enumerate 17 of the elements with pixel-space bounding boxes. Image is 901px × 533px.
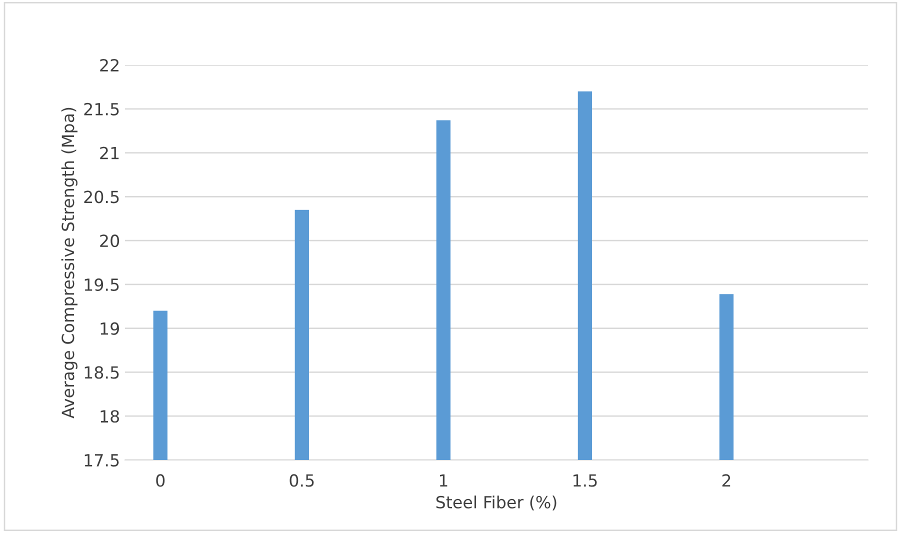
y-tick-label: 17.5 bbox=[84, 454, 119, 467]
y-axis-title: Average Compressive Strength (Mpa) bbox=[61, 108, 78, 418]
x-tick-label: 2 bbox=[722, 474, 730, 487]
y-tick-label: 18.5 bbox=[84, 366, 119, 379]
y-tick-label: 18 bbox=[100, 410, 119, 423]
y-tick-label: 19 bbox=[100, 322, 119, 335]
y-tick-label: 20 bbox=[100, 234, 120, 248]
x-tick-label: 0 bbox=[156, 474, 165, 487]
y-tick-label: 20.5 bbox=[84, 190, 119, 204]
x-tick-label: 0.5 bbox=[290, 474, 314, 487]
x-axis-title: Steel Fiber (%) bbox=[436, 496, 556, 510]
y-tick-label: 19.5 bbox=[84, 278, 119, 292]
y-tick-label: 21 bbox=[100, 146, 119, 160]
y-tick-label: 21.5 bbox=[84, 102, 119, 116]
y-tick-label: 22 bbox=[100, 58, 118, 72]
x-tick-label: 1 bbox=[440, 474, 448, 487]
x-tick-label: 1.5 bbox=[574, 474, 597, 487]
